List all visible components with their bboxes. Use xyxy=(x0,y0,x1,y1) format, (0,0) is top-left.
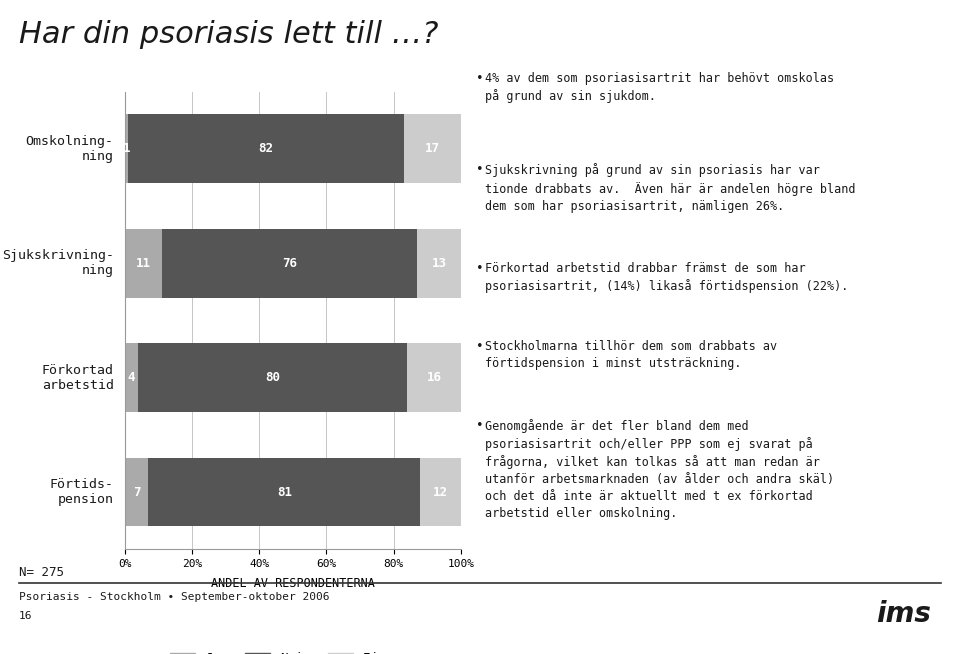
Legend: Ja, Nej, Ej svar: Ja, Nej, Ej svar xyxy=(165,647,420,654)
Text: •: • xyxy=(476,419,484,432)
Bar xyxy=(129,114,403,183)
Text: Sjukskrivning på grund av sin psoriasis har var
tionde drabbats av.  Även här är: Sjukskrivning på grund av sin psoriasis … xyxy=(485,164,855,213)
Bar xyxy=(417,229,461,298)
Text: Har din psoriasis lett till …?: Har din psoriasis lett till …? xyxy=(19,20,439,48)
Text: Sjukskrivning-
ning: Sjukskrivning- ning xyxy=(2,249,113,277)
Text: 16: 16 xyxy=(19,611,33,621)
Bar xyxy=(407,343,461,412)
Text: 4: 4 xyxy=(128,371,135,384)
Text: N= 275: N= 275 xyxy=(19,566,64,579)
Bar xyxy=(420,458,461,526)
Text: •: • xyxy=(476,72,484,85)
Text: Förtids-
pension: Förtids- pension xyxy=(50,478,113,506)
Text: 11: 11 xyxy=(135,257,151,269)
Text: Genomgående är det fler bland dem med
psoriasisartrit och/eller PPP som ej svara: Genomgående är det fler bland dem med ps… xyxy=(485,419,834,520)
Text: ims: ims xyxy=(876,600,931,628)
Text: Förkortad arbetstid drabbar främst de som har
psoriasisartrit, (14%) likaså fört: Förkortad arbetstid drabbar främst de so… xyxy=(485,262,849,293)
Bar xyxy=(125,343,138,412)
Text: 12: 12 xyxy=(433,486,448,498)
X-axis label: ANDEL AV RESPONDENTERNA: ANDEL AV RESPONDENTERNA xyxy=(211,577,374,591)
Text: 1: 1 xyxy=(123,143,131,155)
Bar xyxy=(125,229,161,298)
Text: •: • xyxy=(476,164,484,177)
Bar xyxy=(138,343,407,412)
Text: Omskolning-
ning: Omskolning- ning xyxy=(26,135,113,163)
Text: 4% av dem som psoriasisartrit har behövt omskolas
på grund av sin sjukdom.: 4% av dem som psoriasisartrit har behövt… xyxy=(485,72,834,103)
Bar xyxy=(403,114,461,183)
Text: 76: 76 xyxy=(282,257,297,269)
Bar xyxy=(161,229,417,298)
Text: 13: 13 xyxy=(431,257,446,269)
Text: 17: 17 xyxy=(424,143,440,155)
Text: Stockholmarna tillhör dem som drabbats av
förtidspension i minst utsträckning.: Stockholmarna tillhör dem som drabbats a… xyxy=(485,340,777,370)
Bar xyxy=(148,458,420,526)
Text: 7: 7 xyxy=(132,486,140,498)
Text: 81: 81 xyxy=(276,486,292,498)
Text: •: • xyxy=(476,262,484,275)
Bar xyxy=(125,114,129,183)
Text: 80: 80 xyxy=(265,371,280,384)
Bar xyxy=(125,458,148,526)
Text: 82: 82 xyxy=(258,143,274,155)
Text: Förkortad
arbetstid: Förkortad arbetstid xyxy=(41,364,113,392)
Text: •: • xyxy=(476,340,484,353)
Text: 16: 16 xyxy=(426,371,442,384)
Text: Psoriasis - Stockholm • September-oktober 2006: Psoriasis - Stockholm • September-oktobe… xyxy=(19,592,329,602)
